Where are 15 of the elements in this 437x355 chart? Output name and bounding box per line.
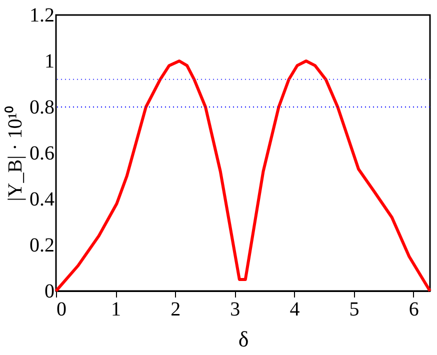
- x-tick-label: 6: [408, 298, 419, 320]
- y-tick-label: 1.2: [30, 4, 54, 26]
- y-tick-label: 0.8: [30, 96, 54, 118]
- y-axis-title: |Y_B| · 10¹⁰: [4, 106, 26, 202]
- y-tick-label: 1: [44, 50, 54, 72]
- y-tick-label: 0: [44, 280, 54, 302]
- y-tick-label: 0.4: [30, 188, 54, 210]
- x-tick-label: 5: [349, 298, 360, 320]
- x-tick-label: 3: [230, 298, 240, 320]
- x-tick-label: 1: [111, 298, 122, 320]
- x-tick-label: 2: [170, 298, 181, 320]
- y-tick-label: 0.6: [30, 142, 54, 164]
- x-tick-label: 4: [290, 298, 300, 320]
- x-axis-title: δ: [238, 326, 249, 352]
- y-tick-label: 0.2: [30, 234, 54, 256]
